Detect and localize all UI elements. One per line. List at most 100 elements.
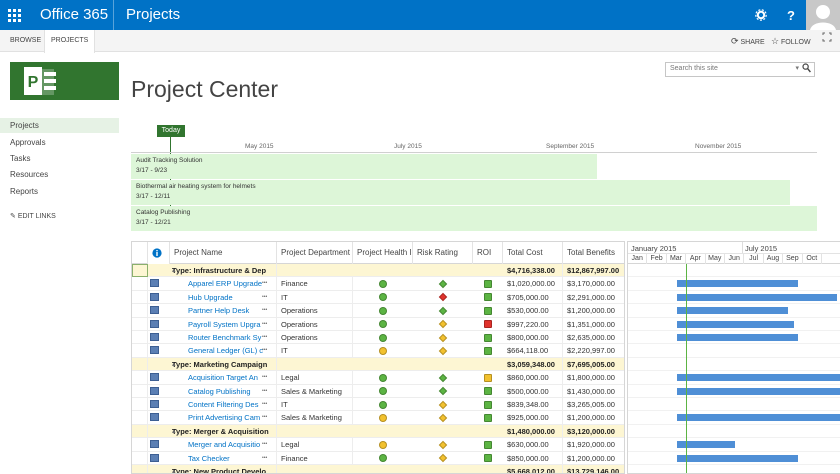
header-roi[interactable]: ROI [473, 242, 503, 264]
nav-item-reports[interactable]: Reports [10, 187, 39, 196]
group-label[interactable]: Type: New Product Develo [148, 465, 277, 473]
project-name-link[interactable]: Tax Checker [170, 451, 277, 465]
table-row[interactable]: Content Filtering Des ••• IT $839,348.00 $3,… [132, 398, 624, 412]
more-icon[interactable]: ••• [262, 401, 268, 407]
project-name-link[interactable]: Router Benchmark Sy [170, 331, 277, 344]
table-row[interactable]: Hub Upgrade ••• IT $705,000.00 $2,291,000.00 [132, 290, 624, 305]
gantt-bar[interactable] [677, 414, 840, 422]
gantt-bar[interactable] [677, 441, 735, 449]
gantt-bar[interactable] [677, 293, 837, 301]
row-select[interactable] [132, 290, 148, 304]
app-launcher-icon[interactable] [0, 0, 28, 30]
info-icon[interactable] [148, 242, 170, 264]
search-icon[interactable] [802, 63, 811, 75]
collapse-icon[interactable]: ▴ [172, 427, 176, 435]
table-row[interactable]: Catalog Publishing ••• Sales & Marketing $5… [132, 384, 624, 398]
table-row[interactable]: Router Benchmark Sy ••• Operations $800,000… [132, 331, 624, 345]
table-row[interactable]: Tax Checker ••• Finance $850,000.00 $1,200,0… [132, 451, 624, 465]
collapse-icon[interactable]: ▴ [172, 360, 176, 368]
nav-item-resources[interactable]: Resources [10, 170, 49, 179]
row-select[interactable] [132, 344, 148, 358]
focus-icon[interactable] [822, 30, 832, 52]
table-row[interactable]: Payroll System Upgra ••• Operations $997,22… [132, 317, 624, 331]
timeline[interactable]: Audit Tracking Solution 3/17 - 9/23 Biothe… [131, 152, 817, 231]
site-logo[interactable]: P [10, 62, 119, 100]
group-row[interactable]: Type: Marketing Campaign ▴ $3,059,348.00 $7… [132, 357, 624, 372]
table-row[interactable]: Merger and Acquisitio ••• Legal $630,000.00… [132, 438, 624, 452]
row-select[interactable] [132, 465, 148, 473]
group-row[interactable]: Type: Infrastructure & Dep ▴ $4,716,338.00… [132, 264, 624, 278]
header-department[interactable]: Project Department [277, 242, 353, 264]
gantt-chart[interactable]: January 2015 July 2015 Jan Feb Mar Apr May Ju… [627, 241, 840, 474]
gear-icon[interactable] [748, 0, 774, 30]
app-title[interactable]: Projects [126, 6, 181, 23]
project-name-link[interactable]: Print Advertising Cam [170, 411, 277, 425]
row-select[interactable] [132, 424, 148, 438]
header-risk[interactable]: Risk Rating [413, 242, 473, 264]
project-name-link[interactable]: Payroll System Upgra [170, 317, 277, 331]
more-icon[interactable]: ••• [262, 441, 268, 448]
tab-projects[interactable]: PROJECTS [44, 30, 96, 53]
project-name-link[interactable]: Hub Upgrade [170, 290, 277, 304]
header-select[interactable] [132, 242, 148, 264]
header-health[interactable]: Project Health I [353, 242, 413, 264]
tab-browse[interactable]: BROWSE [10, 37, 42, 44]
gantt-bar[interactable] [677, 307, 788, 315]
gantt-bar[interactable] [677, 280, 798, 288]
project-name-link[interactable]: General Ledger (GL) c [170, 344, 277, 358]
avatar-icon[interactable] [806, 0, 840, 30]
timeline-bar[interactable]: Biothermal air heating system for helmet… [131, 180, 790, 205]
more-icon[interactable]: ••• [262, 414, 268, 421]
table-row[interactable]: Apparel ERP Upgrade ••• Finance $1,020,000.… [132, 277, 624, 291]
nav-item-tasks[interactable]: Tasks [10, 154, 31, 163]
row-select[interactable] [132, 438, 148, 452]
group-label[interactable]: Type: Marketing Campaign [148, 357, 277, 371]
search-input[interactable]: Search this site ▾ [665, 62, 815, 77]
timeline-bar[interactable]: Audit Tracking Solution 3/17 - 9/23 [131, 154, 597, 179]
row-select[interactable] [132, 304, 148, 318]
collapse-icon[interactable]: ▴ [172, 468, 176, 474]
project-grid[interactable]: Project Name Project Department Project … [131, 241, 625, 474]
gantt-bar[interactable] [677, 320, 794, 328]
row-select[interactable] [132, 357, 148, 371]
more-icon[interactable]: ••• [262, 454, 268, 461]
brand-link[interactable]: Office 365 [40, 6, 109, 23]
collapse-icon[interactable]: ▴ [172, 267, 176, 274]
more-icon[interactable]: ••• [262, 293, 268, 300]
group-label[interactable]: Type: Infrastructure & Dep [148, 264, 277, 277]
row-select[interactable] [132, 398, 148, 411]
header-total-benefits[interactable]: Total Benefits [563, 242, 624, 264]
edit-links-button[interactable]: ✎ EDIT LINKS [10, 212, 56, 220]
gantt-bar[interactable] [677, 334, 798, 341]
more-icon[interactable]: ••• [262, 320, 268, 327]
row-select[interactable] [132, 264, 148, 277]
row-select[interactable] [132, 277, 148, 291]
group-label[interactable]: Type: Merger & Acquisition [148, 424, 277, 438]
more-icon[interactable]: ••• [262, 347, 268, 354]
table-row[interactable]: Acquisition Target An ••• Legal $860,000.00… [132, 371, 624, 385]
more-icon[interactable]: ••• [262, 307, 268, 314]
gantt-bar[interactable] [677, 387, 840, 395]
project-name-link[interactable]: Catalog Publishing [170, 384, 277, 398]
chevron-down-icon[interactable]: ▾ [795, 65, 799, 72]
project-name-link[interactable]: Apparel ERP Upgrade [170, 277, 277, 291]
table-row[interactable]: General Ledger (GL) c ••• IT $664,118.00 $2,… [132, 344, 624, 358]
more-icon[interactable]: ••• [262, 280, 268, 287]
row-select[interactable] [132, 451, 148, 465]
more-icon[interactable]: ••• [262, 387, 268, 394]
gantt-bar[interactable] [677, 374, 840, 382]
row-select[interactable] [132, 411, 148, 425]
help-button[interactable]: ? [787, 7, 795, 23]
nav-item-approvals[interactable]: Approvals [10, 138, 46, 147]
project-name-link[interactable]: Content Filtering Des [170, 398, 277, 411]
more-icon[interactable]: ••• [262, 374, 268, 381]
row-select[interactable] [132, 331, 148, 344]
table-row[interactable]: Print Advertising Cam ••• Sales & Marketin… [132, 411, 624, 425]
row-select[interactable] [132, 317, 148, 331]
project-name-link[interactable]: Partner Help Desk [170, 304, 277, 318]
row-select[interactable] [132, 371, 148, 385]
nav-item-projects[interactable]: Projects [10, 121, 39, 130]
project-name-link[interactable]: Acquisition Target An [170, 371, 277, 385]
header-project-name[interactable]: Project Name [170, 242, 277, 264]
project-name-link[interactable]: Merger and Acquisitio [170, 438, 277, 452]
